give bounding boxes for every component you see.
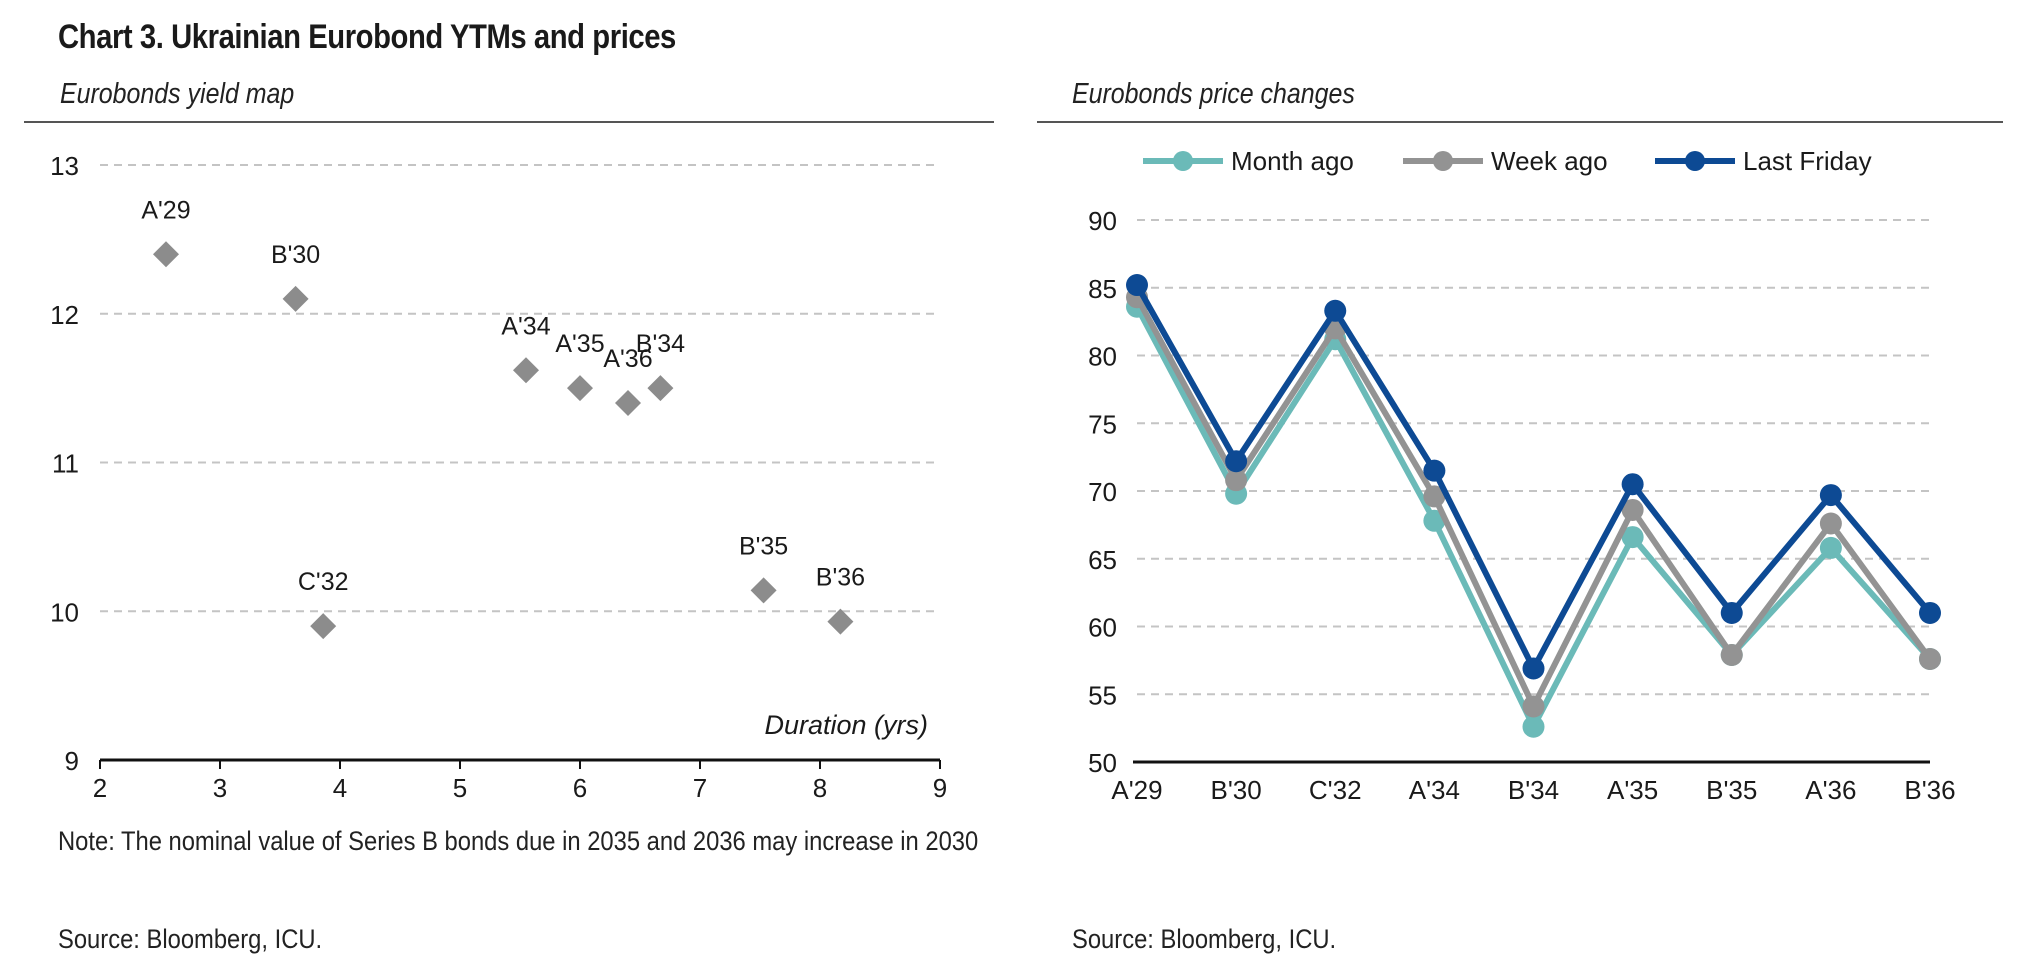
price-changes-x-tick-label: A'36 [1805,775,1856,805]
yield-map-x-tick-label: 7 [693,773,707,803]
yield-map-point [615,390,641,416]
yield-map-point-label: A'29 [141,196,190,224]
yield-map-source: Source: Bloomberg, ICU. [58,924,323,954]
yield-map-point-label: A'36 [603,345,652,373]
price-changes-source: Source: Bloomberg, ICU. [1072,924,1337,954]
price-changes-point [1819,512,1842,535]
price-changes-point [1225,469,1248,492]
yield-map-x-tick-label: 8 [813,773,827,803]
price-changes-point [1621,526,1644,549]
price-changes-y-tick-label: 75 [1088,409,1117,439]
yield-map-point [567,375,593,402]
price-changes-title-rule [1037,121,2003,123]
price-changes-x-tick-label: B'34 [1508,775,1559,805]
price-changes-point [1225,450,1248,473]
price-changes-series-line [1134,295,1933,714]
price-changes-y-tick-label: 70 [1088,477,1117,507]
price-changes-point [1423,509,1446,532]
price-changes-point [1919,648,1941,671]
price-changes-series-line [1134,283,1933,676]
price-changes-point [1522,695,1545,718]
yield-map-point-label: A'34 [501,312,550,340]
yield-map-point [153,241,179,268]
yield-map-y-tick-label: 13 [50,151,79,181]
price-changes-point [1720,643,1743,666]
yield-map-y-tick-label: 10 [50,597,79,627]
price-changes-point [1522,657,1545,680]
price-changes-point [1819,536,1842,559]
yield-map-point [513,357,539,384]
legend-item: Last Friday [1655,146,1872,176]
yield-map-x-tick-label: 2 [93,773,107,803]
yield-map-note: Note: The nominal value of Series B bond… [58,826,979,856]
legend-label: Last Friday [1743,146,1872,176]
price-changes-point [1522,715,1545,738]
price-changes-point [1720,601,1743,624]
legend-item: Week ago [1403,146,1608,176]
price-changes-x-tick-label: A'34 [1409,775,1460,805]
legend-label: Week ago [1491,146,1608,176]
price-changes-y-tick-label: 85 [1088,274,1117,304]
yield-map-x-tick-label: 5 [453,773,467,803]
yield-map-point-label: C'32 [298,568,349,596]
price-changes-point [1324,299,1347,322]
yield-map-x-tick-label: 9 [933,773,947,803]
price-changes-legend: Month ago Week ago Last Friday [1143,146,1872,176]
price-changes-x-tick-label: B'35 [1706,775,1757,805]
price-changes-axes: 50 55 60 65 70 75 80 85 90 A'29 B'30 C'32 A'34 B'34 A'… [1088,206,1956,805]
yield-map-point-label: B'36 [816,564,865,592]
price-changes-x-tick-label: B'36 [1904,775,1955,805]
yield-map-y-tick-label: 11 [52,449,79,479]
yield-map-point [647,375,674,402]
price-changes-point [1819,484,1842,507]
yield-map-y-tick-label: 12 [50,300,79,330]
yield-map-x-tick-label: 6 [573,773,587,803]
price-changes-point [1919,601,1941,624]
chart-title: Chart 3. Ukrainian Eurobond YTMs and pri… [58,18,676,56]
price-changes-point [1126,274,1148,297]
yield-map-x-tick-label: 4 [333,773,347,803]
price-changes-gridlines [1137,219,1930,696]
legend-item: Month ago [1143,146,1354,176]
price-changes-y-tick-label: 50 [1088,748,1117,778]
yield-map-title-rule [24,121,994,123]
yield-map-point-label: B'35 [739,532,788,560]
legend-swatch-marker [1173,151,1193,171]
price-changes-series-group [1126,286,1941,718]
yield-map-point [827,608,854,635]
yield-map-point-label: B'30 [271,241,320,269]
legend-swatch-marker [1433,151,1453,171]
yield-map-x-axis-label: Duration (yrs) [764,710,928,740]
price-changes-x-tick-label: A'29 [1111,775,1162,805]
yield-map-gridlines [100,164,940,613]
yield-map-x-tick-label: 3 [213,773,227,803]
price-changes-y-tick-label: 55 [1088,680,1117,710]
yield-map-subtitle: Eurobonds yield map [60,78,295,110]
price-changes-series [1126,274,1941,738]
yield-map-y-tick-label: 9 [65,746,79,776]
yield-map-points: A'29 B'30 C'32 A'34A'35A'36B'34 B'35 B'36 [141,196,865,640]
price-changes-y-tick-label: 90 [1088,206,1117,236]
price-changes-series-group [1126,274,1941,680]
yield-map-point [310,613,337,640]
price-changes-point [1423,459,1446,482]
legend-swatch-marker [1685,151,1705,171]
yield-map-axes: 9 10 11 12 13 2 3 4 5 6 7 8 9 [50,151,947,803]
yield-map-point-label: B'34 [636,330,685,358]
yield-map-point [750,577,777,604]
price-changes-point [1423,485,1446,508]
legend-label: Month ago [1231,146,1354,176]
price-changes-x-tick-label: A'35 [1607,775,1658,805]
price-changes-subtitle: Eurobonds price changes [1072,78,1355,110]
price-changes-point [1621,473,1644,496]
price-changes-y-tick-label: 80 [1088,342,1117,372]
price-changes-y-tick-label: 60 [1088,613,1117,643]
price-changes-x-tick-label: C'32 [1309,775,1362,805]
yield-map-point [282,285,309,312]
price-changes-y-tick-label: 65 [1088,545,1117,575]
price-changes-point [1621,498,1644,521]
yield-map-point-label: A'35 [555,330,604,358]
price-changes-x-tick-label: B'30 [1211,775,1262,805]
